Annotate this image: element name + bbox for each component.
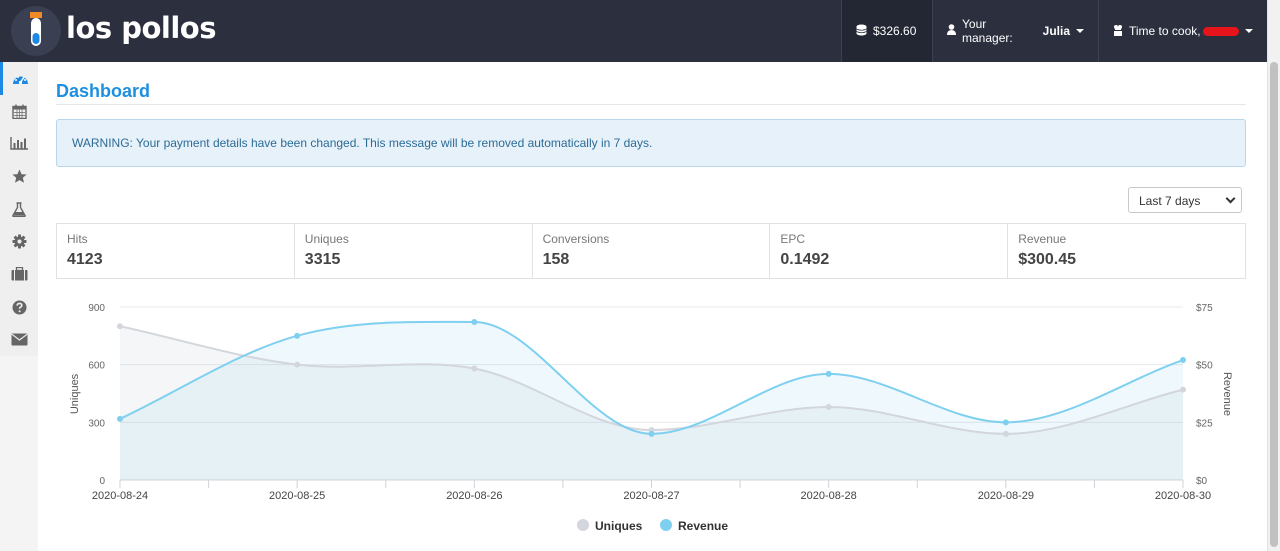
revenue-point (117, 415, 123, 422)
user-greeting: Time to cook, (1129, 24, 1201, 38)
y2-tick-label: $75 (1196, 303, 1213, 314)
manager-name: Julia (1042, 24, 1070, 38)
legend-uniques-swatch[interactable] (577, 519, 589, 531)
dashboard-icon (13, 75, 28, 84)
y-tick-label: 600 (88, 361, 105, 372)
uniques-point (294, 361, 301, 368)
stat-label: Revenue (1018, 232, 1067, 246)
title-divider (56, 104, 1246, 105)
briefcase-icon (11, 267, 27, 281)
x-tick-label: 2020-08-28 (801, 490, 857, 502)
stat-uniques: Uniques 3315 (293, 224, 532, 278)
legend-uniques-label[interactable]: Uniques (595, 519, 643, 533)
legend: Uniques Revenue (577, 519, 728, 533)
sidebar-item-favorites[interactable] (0, 160, 38, 193)
stat-label: EPC (780, 232, 806, 246)
stat-hits: Hits 4123 (57, 224, 294, 278)
stat-value: 158 (542, 251, 570, 268)
sidebar-item-help[interactable] (0, 291, 38, 324)
revenue-point (1002, 419, 1009, 426)
revenue-area (120, 321, 1183, 480)
stats-panel: Hits 4123 Uniques 3315 Conversions 158 E… (56, 223, 1246, 279)
chevron-down-icon (1244, 29, 1253, 33)
coins-icon (856, 24, 867, 39)
y-tick-label: 900 (88, 303, 105, 314)
page-title: Dashboard (56, 81, 151, 101)
stat-value: 3315 (304, 251, 341, 268)
y-axis-label: Uniques (69, 373, 81, 414)
date-range-select[interactable]: Last 7 days (1128, 187, 1242, 213)
stat-conversions: Conversions 158 (531, 224, 770, 278)
gear-icon (12, 234, 26, 249)
revenue-point (648, 430, 655, 437)
revenue-point (294, 332, 301, 339)
envelope-icon (10, 333, 28, 346)
logo-test-tube-icon[interactable] (11, 6, 61, 56)
y-tick-label: 0 (99, 476, 105, 487)
uniques-point (117, 323, 123, 330)
user-icon (947, 24, 956, 38)
sidebar-item-statistics[interactable] (0, 127, 38, 160)
sidebar-item-offers[interactable] (0, 258, 38, 291)
sidebar (0, 62, 38, 551)
date-range-value: Last 7 days (1139, 194, 1201, 208)
user-dropdown[interactable]: Time to cook, (1098, 0, 1267, 62)
scrollbar-thumb[interactable] (1270, 62, 1278, 547)
x-tick-label: 2020-08-30 (1155, 490, 1211, 502)
y2-tick-label: $25 (1196, 418, 1213, 429)
x-tick-label: 2020-08-24 (92, 490, 148, 502)
help-icon (12, 300, 26, 315)
x-tick-label: 2020-08-26 (446, 490, 502, 502)
sidebar-item-lab[interactable] (0, 193, 38, 226)
uniques-area (120, 326, 1183, 480)
chevron-down-icon (1076, 29, 1084, 33)
manager-label: Your manager: (962, 17, 1013, 45)
stat-value: $300.45 (1018, 251, 1077, 268)
sidebar-item-dashboard[interactable] (0, 62, 38, 95)
revenue-point (471, 318, 478, 325)
star-icon (11, 169, 27, 183)
bar-chart-icon (10, 137, 28, 150)
sidebar-item-calendar[interactable] (0, 95, 38, 128)
uniques-point (825, 403, 832, 410)
sidebar-item-settings[interactable] (0, 225, 38, 258)
legend-revenue-swatch[interactable] (660, 519, 672, 531)
balance-value: $326.60 (873, 24, 917, 38)
redacted-username (1202, 26, 1239, 36)
warning-alert-text: WARNING: Your payment details have been … (72, 136, 653, 150)
scrollbar[interactable] (1267, 0, 1280, 551)
stat-label: Hits (67, 232, 88, 246)
stat-value: 0.1492 (780, 251, 830, 268)
calendar-icon (11, 104, 27, 119)
y2-tick-label: $0 (1196, 476, 1208, 487)
balance-button[interactable]: $326.60 (841, 0, 932, 62)
uniques-point (1002, 430, 1009, 437)
uniques-point (1180, 386, 1186, 393)
stat-value: 4123 (67, 251, 103, 268)
y2-tick-label: $50 (1196, 361, 1213, 372)
x-tick-label: 2020-08-29 (978, 490, 1034, 502)
stat-label: Conversions (542, 232, 610, 246)
stat-epc: EPC 0.1492 (769, 224, 1007, 278)
x-tick-label: 2020-08-27 (623, 490, 679, 502)
x-tick-label: 2020-08-25 (269, 490, 325, 502)
warning-alert: WARNING: Your payment details have been … (56, 119, 1246, 167)
y-tick-label: 300 (88, 418, 105, 429)
manager-dropdown[interactable]: Your manager: Julia (932, 0, 1098, 62)
revenue-point (825, 370, 832, 377)
chef-icon (1113, 24, 1123, 39)
sidebar-item-messages[interactable] (0, 324, 38, 357)
revenue-point (1180, 357, 1186, 364)
uniques-point (471, 365, 478, 372)
stat-revenue: Revenue $300.45 (1007, 224, 1245, 278)
flask-icon (12, 201, 26, 217)
legend-revenue-label[interactable]: Revenue (678, 519, 728, 533)
y2-axis-label: Revenue (1221, 372, 1233, 416)
logo-text[interactable]: los pollos (66, 11, 216, 45)
stat-label: Uniques (304, 232, 349, 246)
top-navbar: los pollos $326.60 Your manager: Julia T… (0, 0, 1267, 62)
